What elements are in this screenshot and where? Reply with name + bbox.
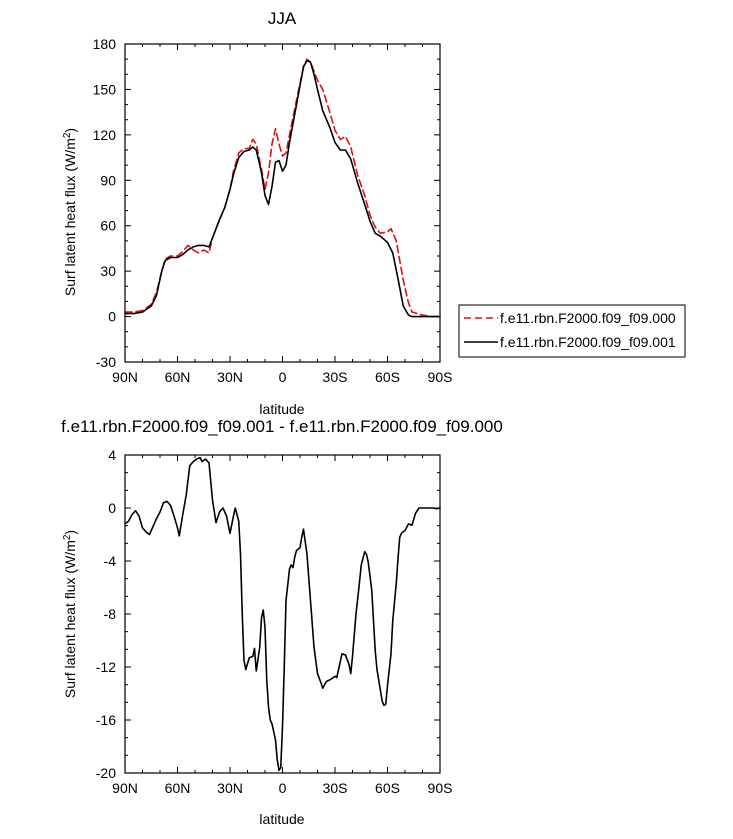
top-panel: JJA Surf latent heat flux (W/m2) latitud… [62,9,452,417]
legend: f.e11.rbn.F2000.f09_f09.000 f.e11.rbn.F2… [458,304,686,358]
top-x-tick-label: 90N [112,369,138,385]
bottom-y-axis-label: Surf latent heat flux (W/m2) [62,530,78,698]
top-series-lines [124,58,441,318]
top-x-tick-label: 30N [217,369,243,385]
legend-label-series-001: f.e11.rbn.F2000.f09_f09.001 [500,334,676,350]
top-y-axis-label: Surf latent heat flux (W/m2) [62,128,78,296]
top-chart-title: JJA [268,9,297,28]
top-x-tick-label: 60N [165,369,191,385]
bottom-series-line-0 [124,456,441,772]
bottom-y-tick-label: -12 [96,659,116,675]
top-y-tick-label: 120 [93,127,117,143]
top-series-line-1 [124,59,441,318]
bottom-x-tick-label: 30S [323,780,348,796]
top-y-tick-label: 90 [100,172,116,188]
top-x-tick-label: 0 [279,369,287,385]
bottom-y-tick-label: 4 [108,447,116,463]
bottom-x-tick-label: 90N [112,780,138,796]
top-axis-ticks: 90N 60N 30N 0 30S 60S 90S -30 0 30 60 90 120 150 180 [93,36,453,385]
top-plot-frame [124,43,441,363]
bottom-x-tick-label: 60S [375,780,400,796]
top-series-line-0 [124,58,441,318]
legend-label-series-000: f.e11.rbn.F2000.f09_f09.000 [500,310,676,326]
bottom-axis-ticks: 90N 60N 30N 0 30S 60S 90S -20 -16 -12 -8 -4 0 4 [96,447,453,796]
bottom-y-tick-label: -8 [104,606,117,622]
top-y-tick-label: 60 [100,218,116,234]
bottom-x-tick-label: 0 [279,780,287,796]
top-y-tick-label: 150 [93,81,117,97]
bottom-series-lines [124,456,441,772]
bottom-x-tick-label: 90S [428,780,453,796]
bottom-y-tick-label: 0 [108,500,116,516]
top-y-tick-label: -30 [96,354,116,370]
top-x-tick-label: 30S [323,369,348,385]
bottom-plot-frame [124,454,441,774]
top-x-tick-label: 90S [428,369,453,385]
bottom-x-tick-label: 60N [165,780,191,796]
bottom-x-axis-label: latitude [259,811,304,827]
bottom-chart-title: f.e11.rbn.F2000.f09_f09.001 - f.e11.rbn.… [61,417,503,436]
top-x-tick-label: 60S [375,369,400,385]
top-y-tick-label: 30 [100,263,116,279]
legend-box [458,304,686,358]
top-x-axis-label: latitude [259,401,304,417]
bottom-y-tick-label: -4 [104,553,117,569]
top-y-tick-label: 0 [108,309,116,325]
bottom-y-tick-label: -20 [96,765,116,781]
top-y-tick-label: 180 [93,36,117,52]
bottom-x-tick-label: 30N [217,780,243,796]
bottom-y-tick-label: -16 [96,712,116,728]
bottom-panel: f.e11.rbn.F2000.f09_f09.001 - f.e11.rbn.… [61,417,503,827]
